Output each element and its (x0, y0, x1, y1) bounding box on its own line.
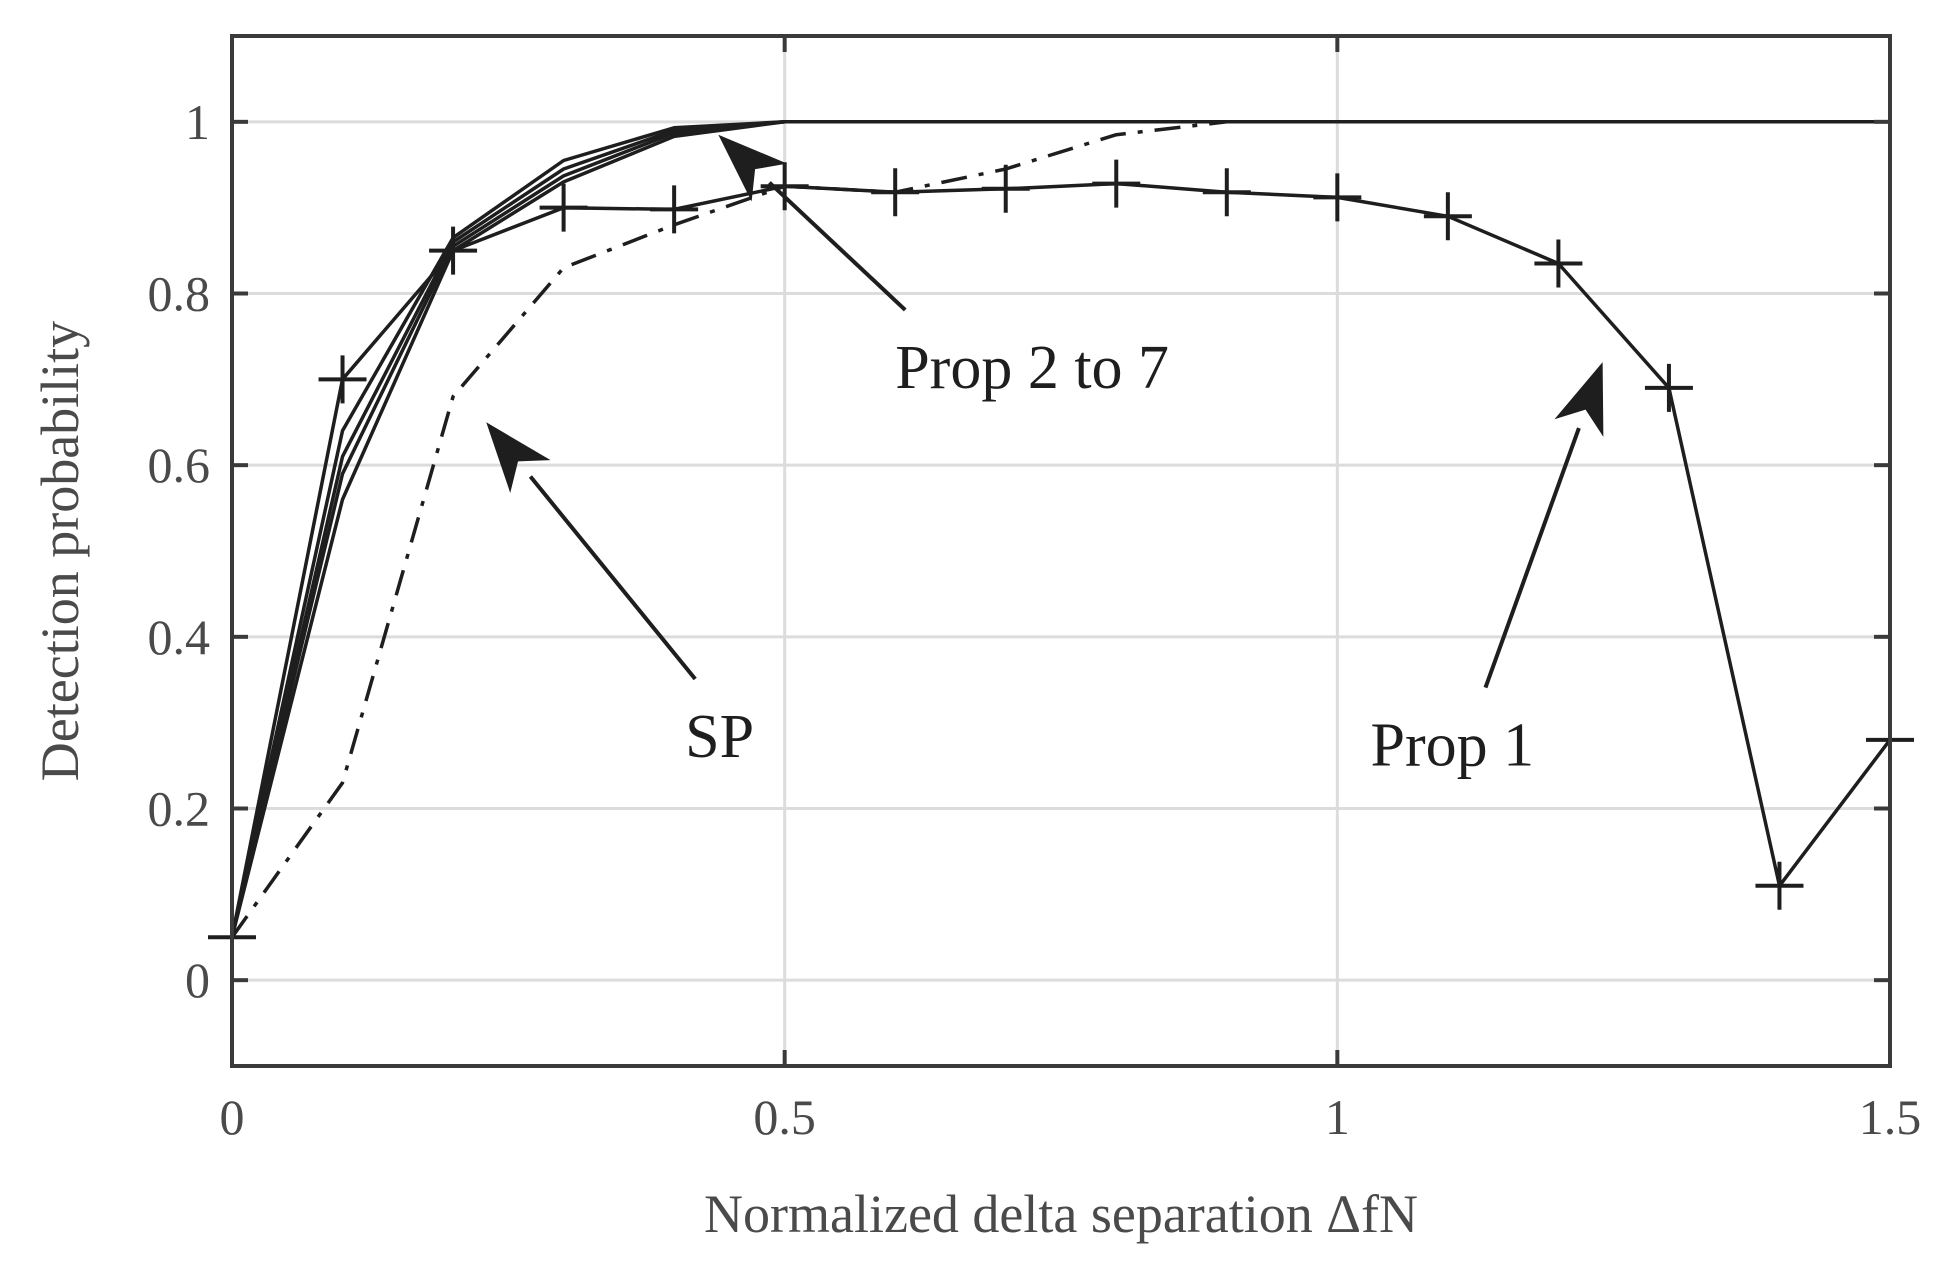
annotation-label: Prop 1 (1370, 712, 1534, 780)
data-point-marker (1534, 239, 1583, 288)
data-point-marker (1755, 861, 1804, 910)
x-tick-label: 0.5 (753, 1089, 816, 1145)
annotation-arrow-shaft (1483, 427, 1581, 689)
x-tick-label: 0 (220, 1089, 245, 1145)
annotation-arrow-shaft (528, 475, 697, 681)
y-axis-title: Detection probability (30, 321, 90, 781)
data-point-marker (1092, 159, 1141, 208)
x-tick-label: 1 (1325, 1089, 1350, 1145)
data-point-marker (981, 164, 1030, 213)
annotation-label: SP (685, 703, 754, 771)
plot-frame (230, 34, 1892, 1068)
data-point-marker (1644, 363, 1693, 412)
annotations: Prop 2 to 7 SP Prop 1 (486, 134, 1604, 780)
y-tick-label: 0 (185, 952, 210, 1008)
data-point-marker (650, 185, 699, 234)
data-point-marker (1423, 192, 1472, 241)
y-tick-label: 1 (185, 94, 210, 150)
annotation-label: Prop 2 to 7 (895, 334, 1169, 402)
data-point-marker (1313, 173, 1362, 222)
x-axis-title: Normalized delta separation ΔfN (704, 1184, 1418, 1244)
y-tick-label: 0.8 (148, 266, 211, 322)
data-point-marker (318, 355, 367, 404)
series-line-sp (230, 120, 1890, 939)
x-tick-label: 1.5 (1859, 1089, 1922, 1145)
data-series (208, 120, 1914, 962)
annotation-arrow-shaft (768, 181, 907, 312)
series-line-prop-1 (230, 181, 1892, 938)
annotation-arrow-head (1554, 362, 1604, 437)
annotation-arrow-head (718, 134, 788, 202)
annotation-arrow-head (486, 422, 551, 493)
y-tick-label: 0.6 (148, 437, 211, 493)
y-tick-label: 0.2 (148, 781, 211, 837)
series-line-prop-5-to-7 (230, 120, 1890, 938)
data-point-marker (1202, 168, 1251, 217)
axes: 0 0.5 1 1.5 0 0.2 0.4 0.6 0.8 1 (148, 34, 1922, 1145)
y-tick-label: 0.4 (148, 609, 211, 665)
data-point-marker (539, 183, 588, 232)
